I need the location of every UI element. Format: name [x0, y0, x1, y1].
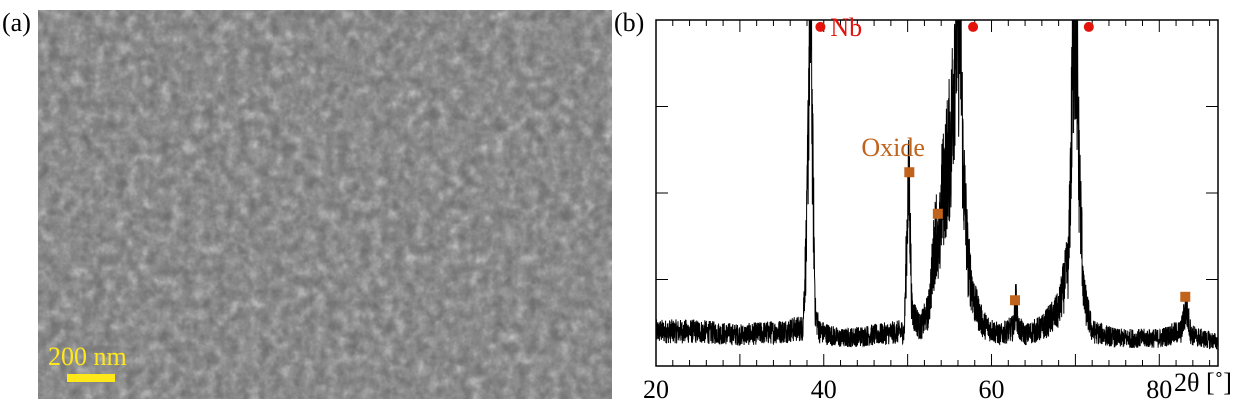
oxide-peak-marker	[1010, 295, 1021, 306]
x-tick-label: 60	[979, 375, 1005, 404]
scale-bar	[67, 374, 115, 382]
x-tick-label: 20	[643, 375, 669, 404]
panel-b-label: (b)	[614, 8, 645, 37]
sem-micrograph: 200 nm	[38, 10, 612, 399]
nb-peak-marker	[815, 21, 826, 32]
x-axis-label: 2θ [˚]	[1174, 368, 1232, 397]
oxide-peak-marker	[932, 208, 943, 219]
oxide-label: Oxide	[861, 133, 925, 162]
oxide-peak-marker	[1180, 291, 1191, 302]
oxide-peak-marker	[904, 167, 915, 178]
xrd-trace	[656, 20, 1218, 350]
plot-frame	[655, 19, 1219, 367]
nb-peak-marker	[968, 21, 979, 32]
plot-area: 20 40 60 80 2θ [˚] Nb Oxide	[643, 13, 1232, 404]
nb-peak-marker	[1083, 21, 1094, 32]
panel-a-label: (a)	[2, 8, 31, 37]
x-tick-label: 40	[811, 375, 837, 404]
nb-label: Nb	[830, 13, 862, 42]
sem-texture	[38, 10, 612, 399]
scale-bar-label: 200 nm	[48, 342, 127, 371]
x-tick-label: 80	[1146, 375, 1172, 404]
